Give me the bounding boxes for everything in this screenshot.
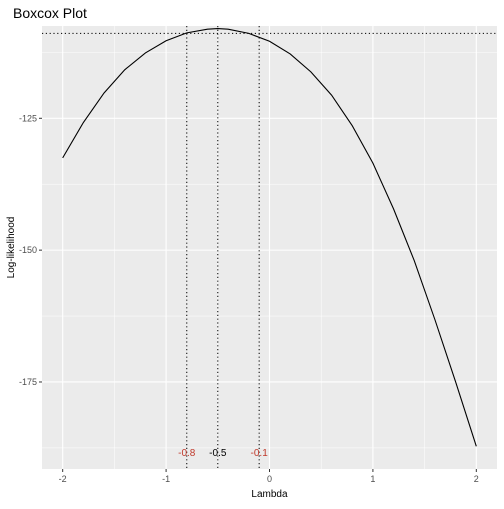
- lambda-label: -0.8: [178, 448, 196, 459]
- chart-title: Boxcox Plot: [13, 5, 87, 21]
- log-likelihood-curve: [62, 27, 477, 447]
- y-axis-title: Log-likelihood: [6, 217, 17, 279]
- x-axis-ticks: -2 -1 0 1 2: [59, 469, 479, 484]
- x-tick-label: -1: [162, 474, 170, 484]
- y-axis-ticks: -125 -150 -175: [19, 113, 42, 387]
- x-tick-label: -2: [59, 474, 67, 484]
- lambda-label: -0.5: [209, 448, 227, 459]
- y-tick-label: -150: [19, 245, 37, 255]
- x-tick-label: 2: [474, 474, 479, 484]
- x-axis-title: Lambda: [251, 489, 288, 500]
- reference-lines: [42, 26, 497, 469]
- y-tick-label: -175: [19, 377, 37, 387]
- x-tick-label: 1: [370, 474, 375, 484]
- x-tick-label: 0: [267, 474, 272, 484]
- lambda-label: -0.1: [251, 448, 269, 459]
- y-tick-label: -125: [19, 113, 37, 123]
- grid-layer: [42, 26, 497, 469]
- lambda-annotations: -0.8 -0.5 -0.1: [178, 448, 268, 459]
